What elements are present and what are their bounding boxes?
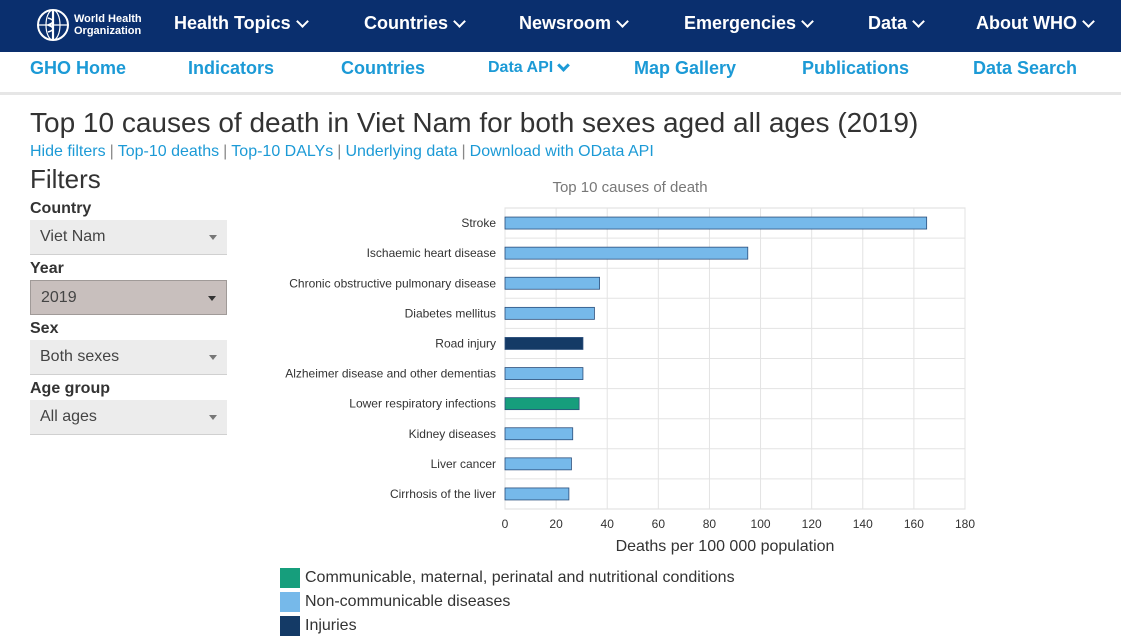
nav-data[interactable]: Data	[868, 13, 925, 34]
bar-chronic-obstructive-pulmonary-disease	[504, 276, 600, 290]
age-group-value: All ages	[40, 408, 97, 425]
subnav-indicators[interactable]: Indicators	[188, 58, 275, 78]
age-group-select[interactable]: All ages	[30, 400, 227, 435]
bar-cirrhosis-of-the-liver	[504, 487, 570, 501]
hide-filters-link[interactable]: Hide filters	[30, 143, 106, 160]
x-tick-label: 0	[502, 517, 509, 531]
x-tick-label: 60	[652, 517, 666, 531]
chevron-down-icon	[453, 14, 466, 28]
country-select[interactable]: Viet Nam	[30, 220, 227, 255]
sex-label: Sex	[30, 320, 59, 337]
chevron-down-icon	[1082, 14, 1095, 28]
nav-health-topics[interactable]: Health Topics	[174, 13, 309, 34]
country-label: Country	[30, 200, 92, 217]
year-value: 2019	[41, 289, 77, 306]
subnav-gho-home[interactable]: GHO Home	[30, 58, 127, 78]
legend-item-injuries: Injuries	[280, 614, 735, 638]
legend-swatch	[280, 616, 300, 636]
category-label: Stroke	[461, 216, 496, 230]
chart-title: Top 10 causes of death	[552, 179, 707, 196]
causes-of-death-chart: Top 10 causes of death 0 20 40 60 80 100 120 140…	[285, 179, 975, 555]
caret-down-icon	[208, 296, 216, 301]
year-select[interactable]: 2019	[30, 280, 227, 315]
category-label: Road injury	[435, 336, 496, 350]
legend-label: Injuries	[305, 617, 357, 634]
legend-swatch	[280, 592, 300, 612]
bar-diabetes-mellitus	[504, 306, 595, 320]
who-emblem-icon	[37, 9, 69, 41]
filters-heading: Filters	[30, 164, 101, 194]
legend-item-communicable: Communicable, maternal, perinatal and nu…	[280, 566, 735, 590]
x-tick-label: 120	[802, 517, 822, 531]
logo-line-1: World Health	[74, 13, 142, 25]
category-label: Ischaemic heart disease	[367, 246, 497, 260]
bar-road-injury	[504, 337, 584, 350]
underlying-data-link[interactable]: Underlying data	[345, 143, 458, 160]
category-label: Cirrhosis of the liver	[390, 487, 496, 501]
x-tick-label: 80	[703, 517, 717, 531]
subnav-data-search[interactable]: Data Search	[973, 58, 1078, 78]
category-label: Kidney diseases	[409, 427, 496, 441]
caret-down-icon	[209, 355, 217, 360]
chevron-down-icon	[912, 14, 925, 28]
x-tick-label: 180	[955, 517, 975, 531]
nav-newsroom[interactable]: Newsroom	[519, 13, 629, 34]
chevron-down-icon	[801, 14, 814, 28]
caret-down-icon	[209, 415, 217, 420]
x-tick-label: 140	[853, 517, 873, 531]
subnav-publications[interactable]: Publications	[802, 58, 910, 78]
bar-lower-respiratory-infections	[504, 397, 580, 411]
top-nav: World Health Organization Health Topics …	[0, 0, 1121, 52]
x-axis-label: Deaths per 100 000 population	[616, 538, 835, 555]
download-odata-link[interactable]: Download with OData API	[469, 143, 654, 160]
x-tick-label: 100	[751, 517, 771, 531]
subnav-countries[interactable]: Countries	[341, 58, 426, 78]
category-label: Diabetes mellitus	[405, 306, 496, 320]
nav-countries[interactable]: Countries	[364, 13, 466, 34]
who-logo[interactable]: World Health Organization	[36, 8, 142, 42]
legend-label: Communicable, maternal, perinatal and nu…	[305, 569, 735, 586]
bar-kidney-diseases	[504, 427, 574, 441]
nav-about-who[interactable]: About WHO	[976, 13, 1095, 34]
chart-legend: Communicable, maternal, perinatal and nu…	[280, 566, 735, 638]
chevron-down-icon	[557, 59, 571, 72]
sex-select[interactable]: Both sexes	[30, 340, 227, 375]
page-title: Top 10 causes of death in Viet Nam for b…	[30, 107, 919, 138]
legend-swatch	[280, 568, 300, 588]
year-label: Year	[30, 260, 64, 277]
top10-deaths-link[interactable]: Top-10 deaths	[117, 143, 220, 160]
sex-value: Both sexes	[40, 348, 120, 365]
bar-stroke	[504, 216, 928, 230]
page-links: Hide filters | Top-10 deaths | Top-10 DALYs |…	[30, 143, 654, 160]
bar-liver-cancer	[504, 457, 572, 471]
category-label: Alzheimer disease and other dementias	[285, 367, 496, 381]
category-label: Liver cancer	[431, 457, 496, 471]
legend-item-noncommunicable: Non-communicable diseases	[280, 590, 735, 614]
legend-label: Non-communicable diseases	[305, 593, 511, 610]
x-tick-label: 20	[549, 517, 563, 531]
subnav-data-api[interactable]: Data API	[488, 59, 571, 77]
subnav-map-gallery[interactable]: Map Gallery	[634, 58, 737, 78]
x-tick-label: 40	[601, 517, 615, 531]
nav-emergencies[interactable]: Emergencies	[684, 13, 814, 34]
category-label: Chronic obstructive pulmonary disease	[289, 276, 496, 290]
chevron-down-icon	[295, 14, 309, 28]
age-group-label: Age group	[30, 380, 110, 397]
caret-down-icon	[209, 235, 217, 240]
bar-ischaemic-heart-disease	[504, 246, 749, 260]
chevron-down-icon	[616, 14, 629, 28]
bar-alzheimer-disease-and-other-dementias	[504, 367, 584, 380]
category-label: Lower respiratory infections	[349, 397, 496, 411]
sub-nav: GHO Home Indicators Countries Data API M…	[0, 52, 1121, 95]
country-value: Viet Nam	[40, 228, 106, 245]
top10-dalys-link[interactable]: Top-10 DALYs	[231, 143, 334, 160]
logo-line-2: Organization	[74, 25, 142, 37]
x-tick-label: 160	[904, 517, 924, 531]
